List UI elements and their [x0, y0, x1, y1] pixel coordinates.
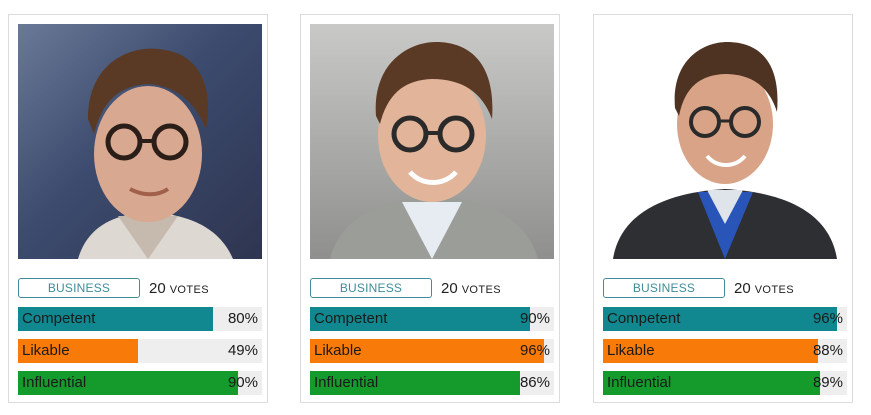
rating-label: Competent: [607, 310, 681, 327]
person-photo[interactable]: [18, 24, 262, 259]
rating-bar-fill: [603, 371, 821, 395]
rating-bar-likable: Likable 96%: [310, 339, 554, 363]
vote-number: 20: [149, 280, 166, 297]
rating-bar-fill: [310, 307, 530, 331]
vote-count: 20 VOTES: [441, 278, 561, 298]
rating-percent: 86%: [519, 374, 550, 391]
rating-percent: 80%: [227, 310, 258, 327]
rating-label: Influential: [314, 374, 379, 391]
rating-bar-influential: Influential 90%: [18, 371, 262, 395]
candidate-card[interactable]: BUSINESS 20 VOTES Competent 96% Likable 8…: [593, 14, 853, 403]
rating-percent: 96%: [812, 310, 843, 327]
vote-label: VOTES: [754, 284, 794, 296]
rating-bar-competent: Competent 90%: [310, 307, 554, 331]
rating-percent: 89%: [812, 374, 843, 391]
vote-count: 20 VOTES: [734, 278, 854, 298]
rating-bar-likable: Likable 88%: [603, 339, 847, 363]
rating-bar-influential: Influential 86%: [310, 371, 554, 395]
rating-percent: 90%: [519, 310, 550, 327]
rating-bar-fill: [18, 371, 238, 395]
rating-percent: 49%: [227, 342, 258, 359]
rating-label: Likable: [22, 342, 70, 359]
rating-bar-fill: [18, 339, 138, 363]
vote-number: 20: [734, 280, 751, 297]
rating-bar-influential: Influential 89%: [603, 371, 847, 395]
rating-label: Competent: [22, 310, 96, 327]
candidate-card[interactable]: BUSINESS 20 VOTES Competent 90% Likable 9…: [300, 14, 560, 403]
rating-label: Likable: [607, 342, 655, 359]
person-photo[interactable]: [603, 24, 847, 259]
vote-label: VOTES: [169, 284, 209, 296]
person-photo-icon: [78, 48, 233, 259]
vote-count: 20 VOTES: [149, 278, 269, 298]
rating-label: Likable: [314, 342, 362, 359]
vote-label: VOTES: [461, 284, 501, 296]
person-photo-icon: [613, 42, 837, 259]
category-badge[interactable]: BUSINESS: [18, 278, 140, 298]
category-badge[interactable]: BUSINESS: [603, 278, 725, 298]
rating-label: Influential: [607, 374, 672, 391]
rating-percent: 90%: [227, 374, 258, 391]
rating-bar-fill: [18, 307, 214, 331]
rating-bar-fill: [603, 307, 838, 331]
rating-percent: 88%: [812, 342, 843, 359]
rating-bar-competent: Competent 96%: [603, 307, 847, 331]
rating-bar-likable: Likable 49%: [18, 339, 262, 363]
candidate-card[interactable]: BUSINESS 20 VOTES Competent 80% Likable 4…: [8, 14, 268, 403]
rating-bar-fill: [310, 339, 545, 363]
vote-number: 20: [441, 280, 458, 297]
person-photo[interactable]: [310, 24, 554, 259]
rating-bar-competent: Competent 80%: [18, 307, 262, 331]
rating-label: Influential: [22, 374, 87, 391]
rating-bar-fill: [310, 371, 520, 395]
rating-label: Competent: [314, 310, 388, 327]
rating-bar-fill: [603, 339, 818, 363]
category-badge[interactable]: BUSINESS: [310, 278, 432, 298]
person-photo-icon: [330, 42, 538, 259]
rating-percent: 96%: [519, 342, 550, 359]
